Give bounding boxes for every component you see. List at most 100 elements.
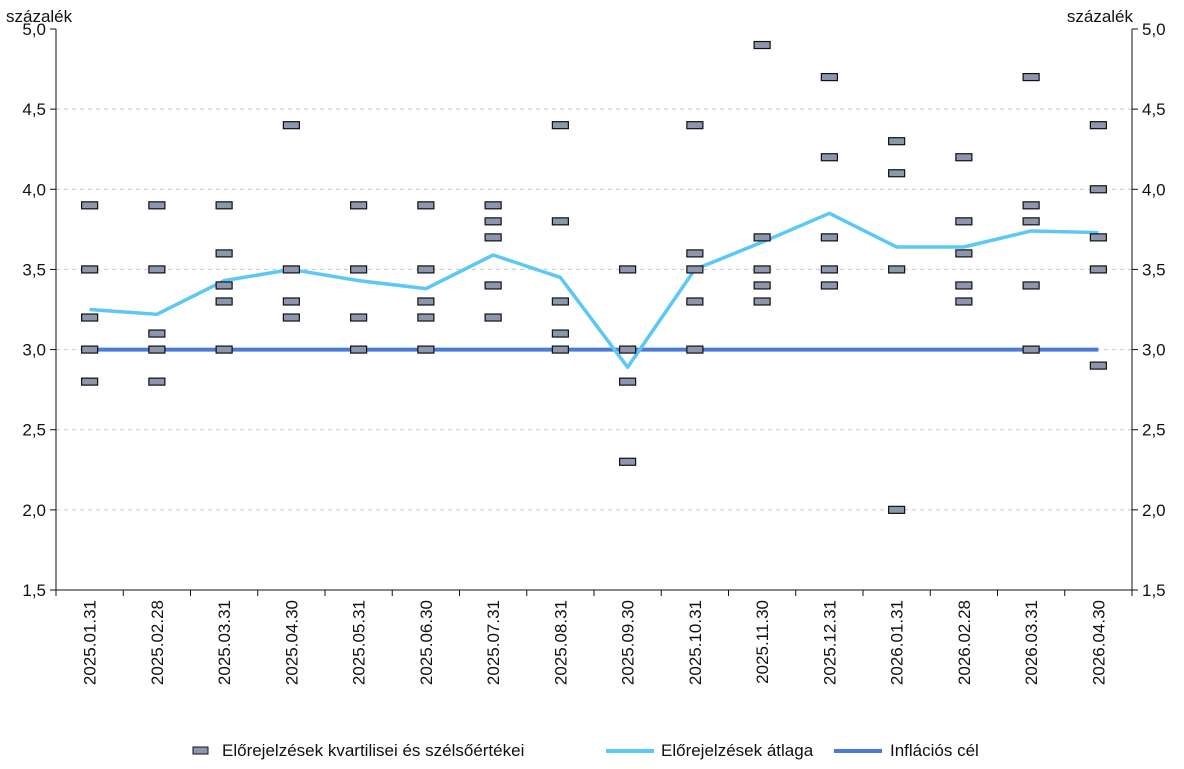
forecast-marker (753, 297, 771, 306)
forecast-marker (282, 121, 300, 130)
legend-label-average: Előrejelzések átlaga (661, 741, 814, 760)
forecast-marker (81, 201, 99, 210)
x-tick-label: 2025.03.31 (215, 600, 234, 685)
forecast-marker (148, 201, 166, 210)
forecast-marker (820, 233, 838, 242)
x-tick-label: 2025.05.31 (350, 600, 369, 685)
forecast-marker (1089, 121, 1107, 130)
forecast-marker (1089, 233, 1107, 242)
y-tick-label-left: 3,5 (22, 260, 46, 279)
forecast-marker (888, 265, 906, 274)
y-tick-label-left: 3,0 (22, 341, 46, 360)
y-tick-label-left: 1,5 (22, 581, 46, 600)
forecast-marker (955, 249, 973, 258)
forecast-marker (820, 265, 838, 274)
forecast-marker (551, 345, 569, 354)
forecast-marker (282, 265, 300, 274)
axes (50, 28, 1138, 596)
forecast-marker (955, 153, 973, 162)
forecast-marker (888, 505, 906, 514)
forecast-marker (820, 153, 838, 162)
forecast-marker (551, 297, 569, 306)
forecast-marker (148, 377, 166, 386)
forecast-marker (148, 329, 166, 338)
x-tick-label: 2026.02.28 (955, 600, 974, 685)
forecast-marker (753, 233, 771, 242)
x-tick-label: 2025.07.31 (484, 600, 503, 685)
y-tick-label-right: 4,0 (1142, 180, 1166, 199)
forecast-marker (350, 345, 368, 354)
forecast-marker (955, 217, 973, 226)
forecast-marker (215, 249, 233, 258)
forecast-marker (215, 281, 233, 290)
forecast-marker (484, 201, 502, 210)
marker-layer (81, 40, 1107, 514)
forecast-marker (215, 345, 233, 354)
x-tick-label: 2026.03.31 (1022, 600, 1041, 685)
x-tick-label: 2026.01.31 (888, 600, 907, 685)
x-tick-label: 2025.10.31 (686, 600, 705, 685)
x-tick-labels: 2025.01.31 2025.02.28 2025.03.31 2025.04.30… (81, 600, 1109, 685)
x-tick-label: 2025.01.31 (81, 600, 100, 685)
y-tick-label-left: 2,5 (22, 421, 46, 440)
forecast-marker (1022, 345, 1040, 354)
forecast-marker (753, 281, 771, 290)
forecast-marker (81, 345, 99, 354)
y-tick-label-right: 3,0 (1142, 341, 1166, 360)
forecast-marker (955, 281, 973, 290)
forecast-marker (81, 377, 99, 386)
forecast-marker (282, 313, 300, 322)
legend-marker-swatch (192, 746, 209, 755)
x-tick-label: 2025.04.30 (282, 600, 301, 685)
forecast-marker (820, 281, 838, 290)
y-tick-label-right: 3,5 (1142, 260, 1166, 279)
average-line-layer (89, 211, 1099, 369)
forecast-marker (417, 345, 435, 354)
forecast-marker (753, 265, 771, 274)
forecast-marker (1089, 361, 1107, 370)
legend: Előrejelzések kvartilisei és szélsőérték… (192, 741, 979, 760)
forecast-marker (1022, 217, 1040, 226)
forecast-marker (753, 40, 771, 50)
x-tick-label: 2026.04.30 (1089, 600, 1108, 685)
forecast-marker (484, 217, 502, 226)
x-tick-label: 2025.11.30 (753, 600, 772, 684)
y-tick-label-right: 5,0 (1142, 20, 1166, 39)
forecast-marker (282, 297, 300, 306)
forecast-marker (888, 137, 906, 146)
y-tick-labels: 5,0 5,0 4,5 4,5 4,0 4,0 3,5 3,5 3,0 3,0 2,5 2,5 2,0 2… (22, 20, 1165, 600)
forecast-marker (1089, 185, 1107, 194)
forecast-marker (417, 201, 435, 210)
forecast-marker (417, 313, 435, 322)
y-tick-label-left: 4,5 (22, 100, 46, 119)
forecast-marker (148, 345, 166, 354)
forecast-marker (215, 201, 233, 210)
forecast-marker (619, 345, 637, 354)
forecast-marker (686, 121, 704, 130)
x-tick-label: 2025.08.31 (551, 600, 570, 685)
forecast-marker (619, 377, 637, 386)
unit-label-right: százalék (1067, 7, 1134, 26)
y-tick-label-left: 5,0 (22, 20, 46, 39)
y-tick-label-right: 2,0 (1142, 501, 1166, 520)
y-tick-label-right: 2,5 (1142, 421, 1166, 440)
forecast-marker (619, 457, 637, 466)
forecast-marker (350, 313, 368, 322)
y-tick-label-right: 4,5 (1142, 100, 1166, 119)
forecast-marker (1022, 281, 1040, 290)
series-line-average (89, 211, 1099, 369)
x-tick-label: 2025.02.28 (148, 600, 167, 685)
x-tick-label: 2025.12.31 (820, 600, 839, 685)
forecast-marker (1022, 72, 1040, 82)
forecast-marker (215, 297, 233, 306)
forecast-marker (820, 72, 838, 82)
forecast-marker (148, 265, 166, 274)
forecast-marker (1022, 201, 1040, 210)
forecast-marker (484, 281, 502, 290)
forecast-marker (81, 265, 99, 274)
forecast-marker (417, 265, 435, 274)
forecast-marker (686, 265, 704, 274)
forecast-marker (686, 249, 704, 258)
y-tick-label-left: 2,0 (22, 501, 46, 520)
legend-label-target: Inflációs cél (890, 741, 979, 760)
